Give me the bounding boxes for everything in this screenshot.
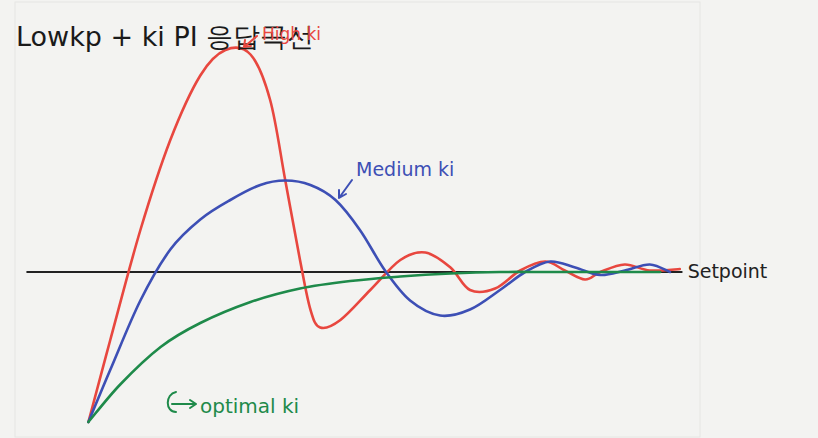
plot-frame (15, 2, 700, 437)
label-arrow (244, 36, 257, 47)
plot-area (27, 48, 682, 422)
series-line (88, 181, 670, 423)
chart: Lowkp + ki PI 응답곡선High kiMedium kioptima… (0, 0, 818, 438)
series-line (88, 48, 679, 422)
series-label: optimal ki (200, 394, 299, 418)
series-line (88, 272, 660, 422)
series-label: Setpoint (688, 260, 768, 282)
label-arrow (339, 180, 352, 198)
series-label: High ki (262, 24, 321, 44)
label-arrow (168, 392, 196, 412)
series-label: Medium ki (356, 158, 454, 180)
